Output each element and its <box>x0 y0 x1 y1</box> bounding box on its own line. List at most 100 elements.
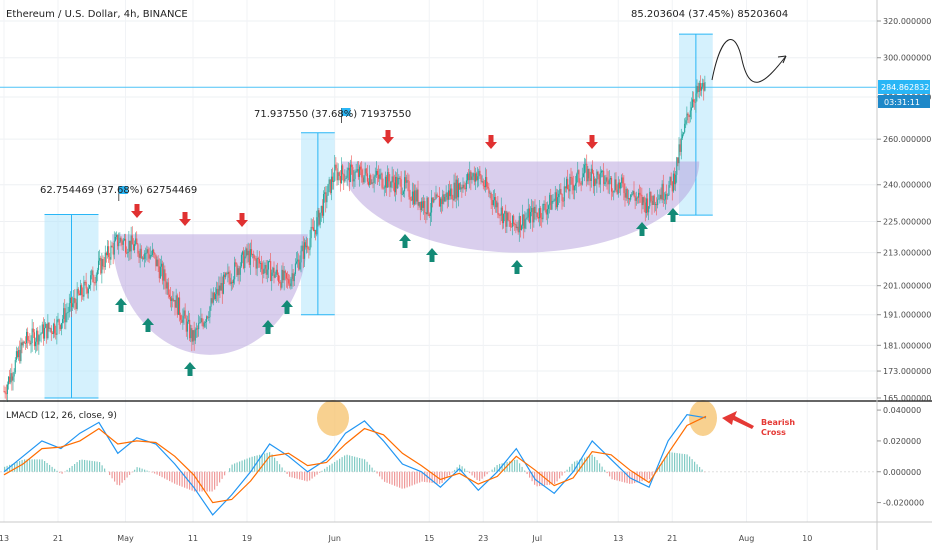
macd-histogram-bar <box>329 465 331 472</box>
macd-histogram-bar <box>584 457 586 472</box>
macd-histogram-bar <box>696 464 698 472</box>
candle-body <box>212 292 214 303</box>
macd-histogram-bar <box>529 471 531 478</box>
candle-body <box>156 259 158 267</box>
candle-body <box>283 270 285 281</box>
candle-body <box>180 315 182 320</box>
candle-body <box>432 197 434 203</box>
macd-histogram-bar <box>201 471 203 492</box>
time-axis[interactable]: 13 21 May 11 19 Jun 15 23 Jul 13 21 Aug 10 <box>0 534 812 543</box>
candle-body <box>495 197 497 208</box>
candle-body <box>543 203 545 205</box>
candle-body <box>132 244 134 251</box>
candle-body <box>74 297 76 303</box>
sell-arrow-icon <box>131 204 143 218</box>
macd-histogram-bar <box>94 461 96 472</box>
candle-body <box>320 205 322 213</box>
candle-body <box>541 217 543 220</box>
candle-body <box>246 248 248 256</box>
macd-histogram-bar <box>351 456 353 472</box>
sell-arrow-icon <box>382 130 394 144</box>
candle-body <box>229 277 231 284</box>
macd-histogram-bar <box>36 459 38 472</box>
candle-body <box>497 202 499 215</box>
macd-histogram-bar <box>566 469 568 472</box>
candle-body <box>14 360 16 373</box>
candle-body <box>406 180 408 183</box>
price-tick-label: 213.000000 <box>883 249 931 258</box>
macd-histogram-bar <box>9 464 11 472</box>
candle-body <box>22 341 24 346</box>
candle-body <box>10 373 12 383</box>
time-tick-label: 15 <box>424 534 434 543</box>
candle-body <box>258 259 260 264</box>
candle-body <box>357 169 359 177</box>
macd-histogram-bar <box>319 471 321 473</box>
macd-histogram-bar <box>274 457 276 472</box>
candle-body <box>642 197 644 206</box>
candle-body <box>632 190 634 195</box>
macd-histogram-bar <box>241 460 243 472</box>
candle-body <box>525 218 527 220</box>
macd-axis[interactable]: 0.040000 0.020000 0.000000 -0.020000 <box>877 406 924 508</box>
macd-histogram-bar <box>679 453 681 472</box>
candle-body <box>653 195 655 205</box>
candle-body <box>225 273 227 278</box>
macd-histogram-bar <box>76 462 78 472</box>
macd-histogram-bar <box>144 469 146 472</box>
signal-line <box>3 415 707 504</box>
macd-histogram-bar <box>554 471 556 485</box>
candle-body <box>102 259 104 267</box>
macd-histogram-bar <box>486 471 488 475</box>
macd-histogram-bar <box>99 462 101 472</box>
macd-histogram-bar <box>324 468 326 472</box>
macd-histogram-bar <box>209 471 211 492</box>
candle-body <box>261 263 263 270</box>
macd-histogram-bar <box>621 471 623 482</box>
candle-body <box>536 212 538 218</box>
candle-body <box>559 188 561 194</box>
candle-body <box>62 318 64 324</box>
candle-body <box>309 238 311 250</box>
macd-pane[interactable] <box>0 403 877 521</box>
candle-body <box>597 171 599 175</box>
candle-body <box>415 190 417 202</box>
candle-body <box>476 173 478 181</box>
candle-body <box>450 188 452 197</box>
candle-body <box>379 174 381 179</box>
candle-body <box>444 196 446 202</box>
macd-histogram-bar <box>586 456 588 472</box>
candle-body <box>598 174 600 185</box>
signal-arrows <box>115 130 679 376</box>
macd-histogram-bar <box>691 459 693 472</box>
candle-body <box>478 170 480 177</box>
macd-histogram-bar <box>296 471 298 479</box>
candle-body <box>150 254 152 256</box>
candle-body <box>224 274 226 278</box>
candle-body <box>332 176 334 182</box>
candle-body <box>234 262 236 280</box>
candle-body <box>418 201 420 206</box>
candle-body <box>139 248 141 258</box>
candle-body <box>222 274 224 294</box>
current-price-value: 284.862832 <box>881 83 929 92</box>
macd-histogram-bar <box>96 461 98 472</box>
macd-histogram-bar <box>284 470 286 472</box>
candle-body <box>617 182 619 194</box>
candle-body <box>328 179 330 185</box>
candle-body <box>230 281 232 284</box>
macd-histogram-bar <box>256 455 258 472</box>
macd-histogram-bar <box>286 471 288 474</box>
macd-histogram-bar <box>266 452 268 472</box>
candle-body <box>459 183 461 190</box>
candle-body <box>531 208 533 212</box>
candle-body <box>417 189 419 206</box>
candle-body <box>45 323 47 328</box>
projection-arrowhead <box>777 55 787 64</box>
macd-histogram-bar <box>491 469 493 472</box>
candle-body <box>21 342 23 346</box>
candle-body <box>105 252 107 256</box>
candle-body <box>104 252 106 268</box>
candle-body <box>599 172 601 185</box>
candle-body <box>378 174 380 179</box>
